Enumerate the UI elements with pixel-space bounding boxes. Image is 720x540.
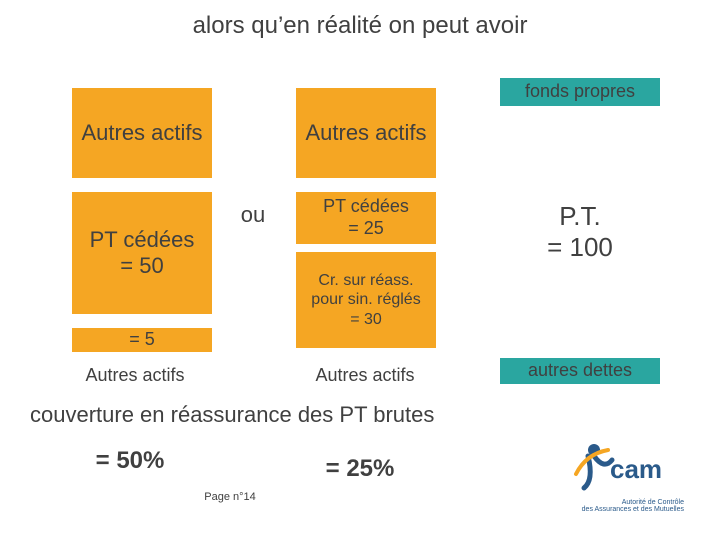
col3-autres-dettes-block: autres dettes [500,358,660,384]
col2-cr-block: Cr. sur réass. pour sin. réglés = 30 [296,252,436,348]
acam-logo-svg: cam [564,430,684,500]
page-number: Page n°14 [180,488,280,508]
col1-pt-cedees-block: PT cédées = 50 [72,192,212,314]
logo-caption-line1: Autorité de Contrôle [622,499,684,506]
col2-pt-cedees-label: PT cédées [323,196,409,218]
logo-text: cam [610,454,662,484]
col3-pt-value: = 100 [547,232,613,263]
col1-pt-cedees-value: = 50 [120,253,163,279]
acam-logo-caption: Autorité de Contrôle des Assurances et d… [582,499,684,514]
col3-pt-label: P.T. [559,201,600,232]
col2-cr-line2: pour sin. réglés [311,290,420,309]
acam-logo: cam [564,430,684,500]
col2-cr-line1: Cr. sur réass. [318,271,413,290]
percent-50: = 50% [70,446,190,476]
col2-autres-actifs-block: Autres actifs [296,88,436,178]
col2-pt-cedees-block: PT cédées = 25 [296,192,436,244]
connector-ou: ou [218,200,288,230]
col2-cr-line3: = 30 [350,310,382,329]
col1-autres-actifs-block: Autres actifs [72,88,212,178]
col2-autres-actifs-bottom: Autres actifs [290,364,440,388]
percent-25: = 25% [300,454,420,484]
col2-pt-cedees-value: = 25 [348,218,384,240]
col3-fonds-propres-block: fonds propres [500,78,660,106]
coverage-line: couverture en réassurance des PT brutes [30,402,590,428]
col1-autres-actifs-bottom: Autres actifs [60,364,210,388]
slide-title: alors qu’en réalité on peut avoir [0,12,720,40]
col1-pt-cedees-label: PT cédées [90,227,195,253]
col3-pt100-block: P.T. = 100 [500,192,660,272]
col1-eq5-block: = 5 [72,328,212,352]
logo-caption-line2: des Assurances et des Mutuelles [582,506,684,513]
